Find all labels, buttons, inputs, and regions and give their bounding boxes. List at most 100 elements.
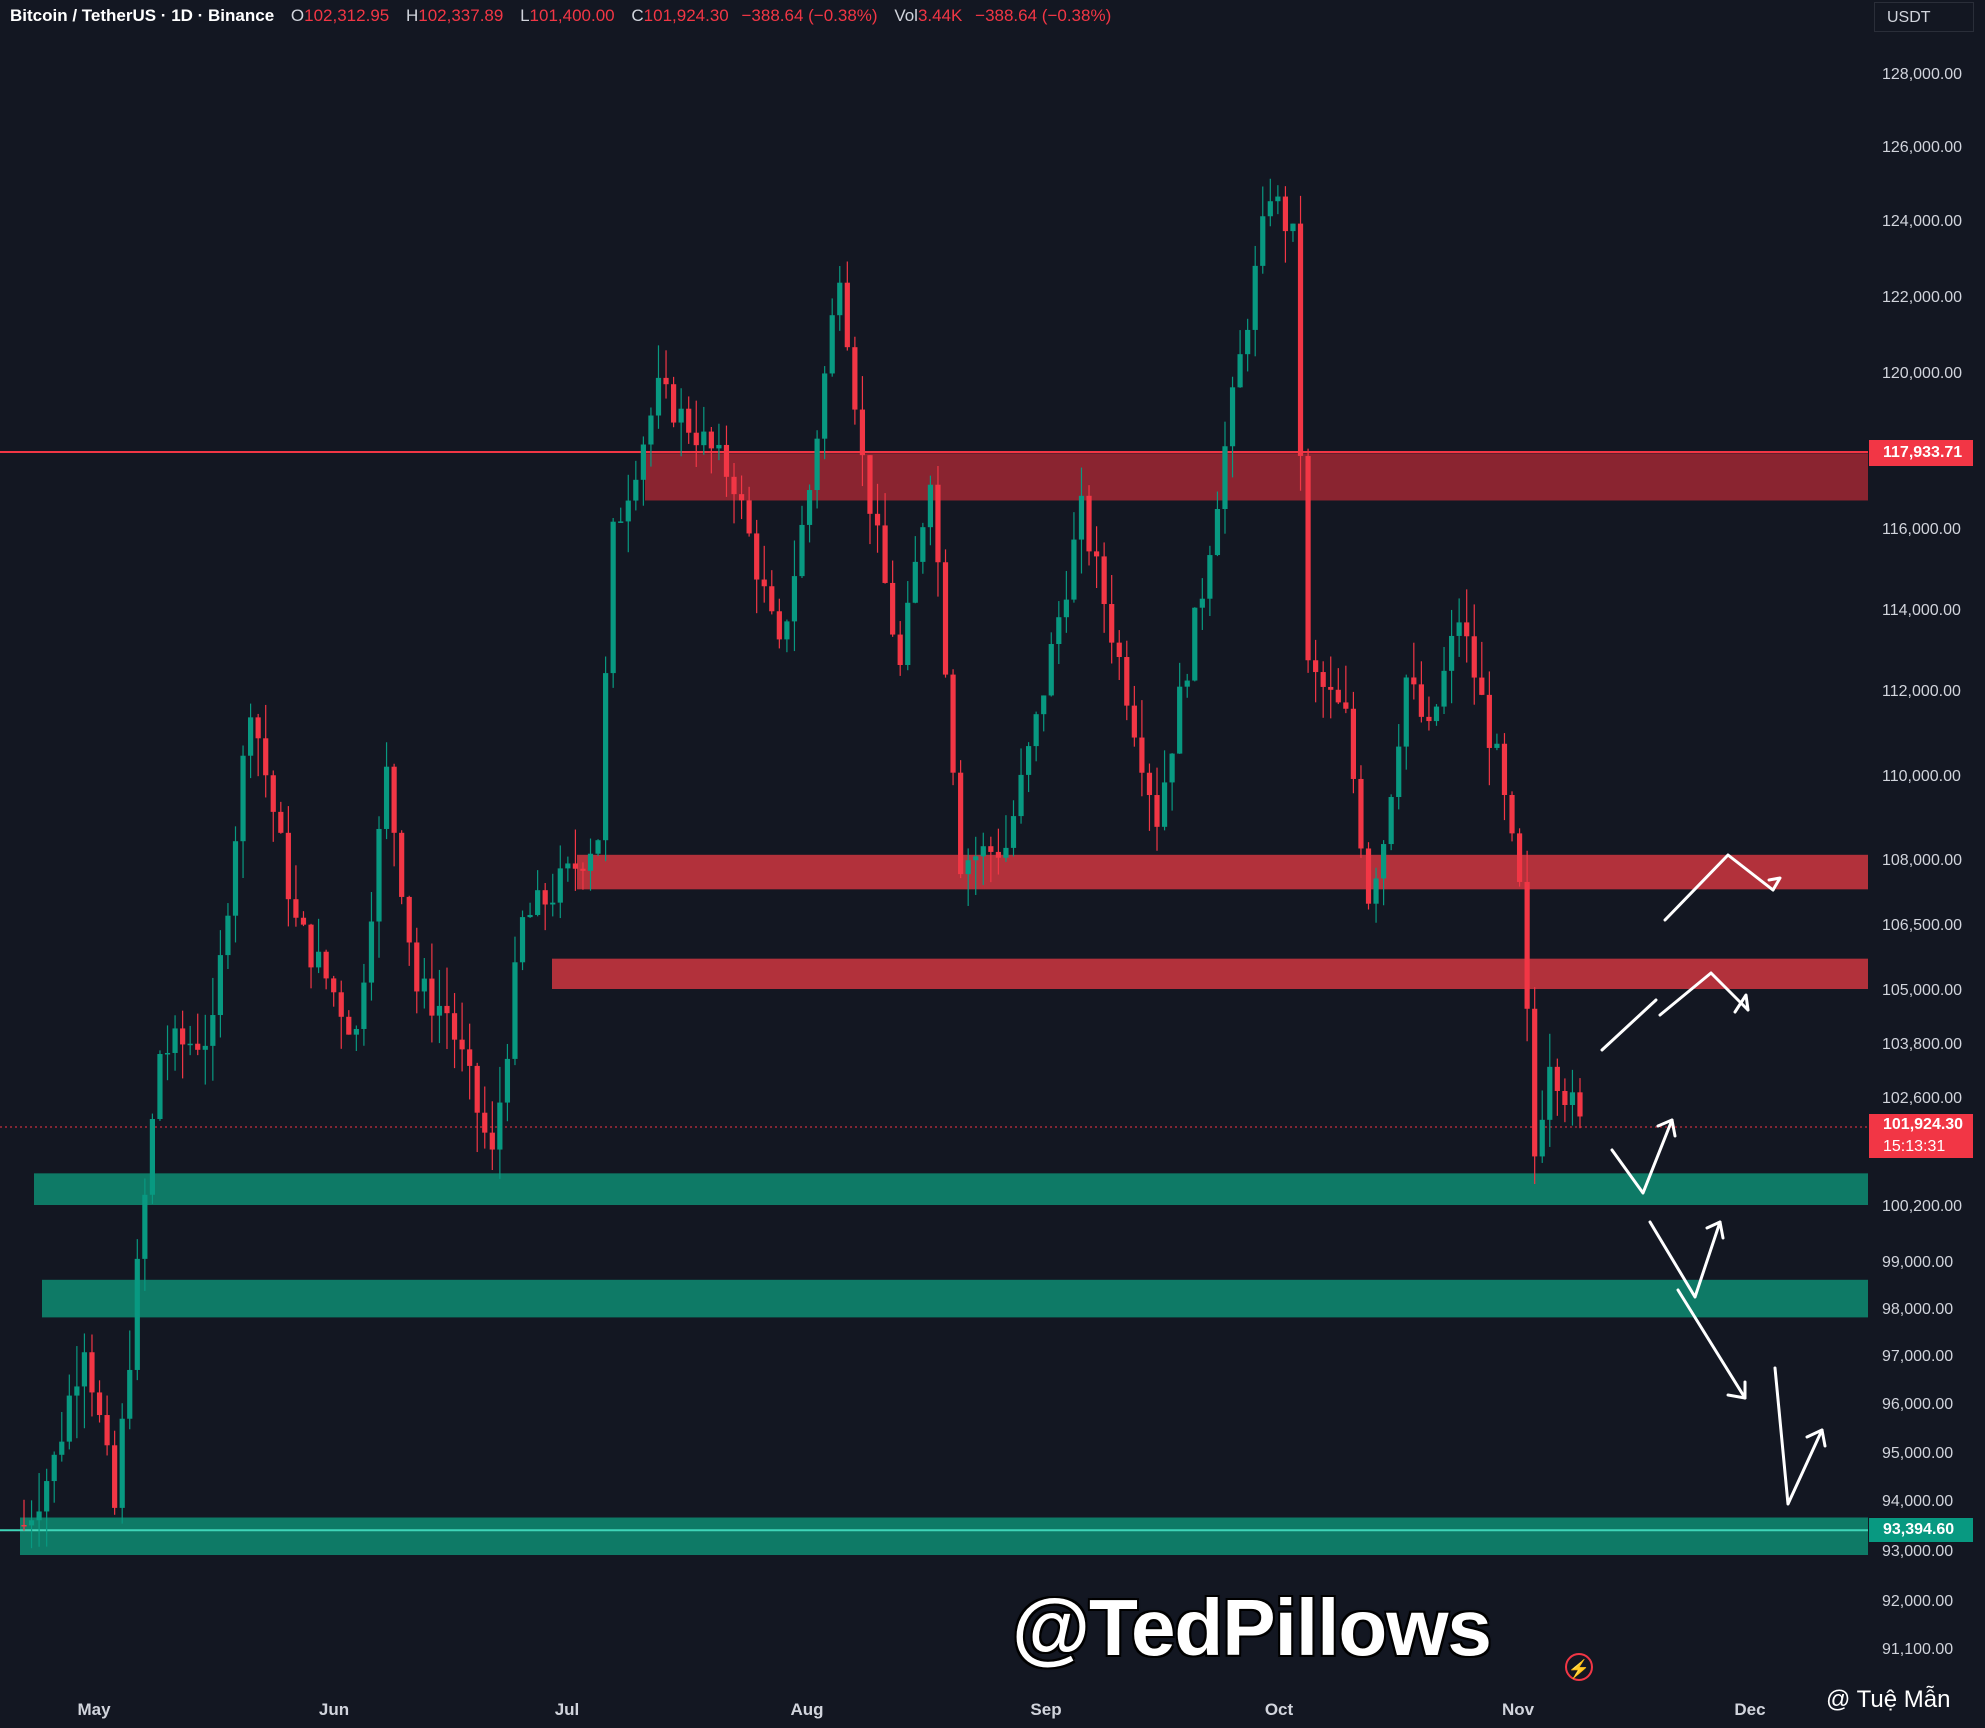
candle [1003,815,1009,862]
high-value: 102,337.89 [418,6,504,25]
candle [1418,661,1424,723]
scenario-arrow-bounce-head [1805,1428,1827,1448]
candle [1116,630,1122,680]
high-label: H [405,6,419,25]
candle [1131,685,1137,747]
candle [1252,245,1258,357]
y-tick-label: 93,000.00 [1882,1543,1953,1560]
candle [965,848,971,906]
candle [149,1113,156,1204]
candle [678,388,684,457]
watermark-text: @TedPillows [1012,1583,1492,1672]
candle [1464,589,1470,663]
candle [1539,1090,1545,1163]
candle [1313,639,1319,703]
y-tick-label: 116,000.00 [1882,521,1961,538]
candle [202,1014,208,1085]
candle [127,1330,133,1430]
candle [988,836,994,883]
open-label: O [290,6,305,25]
candle [1456,598,1462,657]
y-tick-label: 102,600.00 [1882,1090,1962,1107]
x-tick-label: Sep [1030,1700,1061,1719]
candle [1532,987,1538,1184]
candle [1335,668,1341,705]
candle [610,517,616,688]
candle [436,969,443,1044]
candle [1222,421,1228,534]
candle [1320,661,1326,718]
support-zone-6 [20,1517,1868,1555]
candle [897,621,903,676]
axis-layer: 128,000.00 126,000.00 124,000.00 122,000.00… [77,66,1962,1719]
candle [429,943,435,1043]
candle [1516,828,1523,887]
symbol-title[interactable]: Bitcoin / TetherUS · 1D · Binance [10,6,275,25]
candle [338,980,344,1049]
resistance-zone-3 [552,958,1868,989]
candle [822,366,828,460]
low-label: L [520,6,530,25]
candle [670,376,677,428]
support-zone-5 [42,1279,1868,1318]
candle [905,581,911,671]
y-tick-label: 98,000.00 [1882,1301,1953,1318]
candle [74,1346,80,1439]
projection-arrows [1600,853,1827,1506]
candle [474,1062,480,1153]
candle [1071,512,1077,603]
candle [195,1013,201,1056]
candle [942,549,949,678]
x-tick-label: Dec [1734,1700,1765,1719]
candle [655,345,662,429]
candle [912,536,918,604]
candle [1010,800,1017,857]
x-tick-label: Nov [1502,1700,1535,1719]
candle [482,1086,488,1149]
lightning-icon[interactable]: ⚡ [1565,1653,1593,1681]
candle [716,423,722,461]
y-tick-label: 92,000.00 [1882,1593,1953,1610]
candle [723,425,730,497]
candle [142,1178,148,1291]
candle [1260,186,1266,274]
candle [361,963,367,1046]
candle [837,266,843,331]
candle [1554,1058,1560,1116]
candle [958,760,964,879]
scenario-arrow-upper-head [1767,876,1782,892]
candle [927,475,934,546]
candle [859,376,866,487]
candle [701,406,707,455]
candle [1426,696,1432,731]
candle [119,1403,125,1524]
candle [1124,640,1130,721]
currency-button[interactable]: USDT [1874,2,1974,32]
current-price-label: 101,924.30 [1869,1114,1973,1136]
y-tick-label: 126,000.00 [1882,139,1962,156]
candle [738,475,745,520]
candle [489,1101,495,1171]
candle [1161,750,1168,831]
y-tick-label: 96,000.00 [1882,1396,1953,1413]
candle [225,903,231,970]
candle [519,910,526,971]
candle [1086,485,1092,566]
candle [784,619,790,653]
candle [746,486,752,537]
candle [640,436,646,506]
candle [761,545,767,603]
candle [66,1374,72,1450]
candle [1177,662,1183,754]
candle [497,1066,503,1179]
scenario-arrow-upper [1663,853,1775,922]
candle [595,839,601,857]
candle [391,763,397,867]
candle [1569,1069,1576,1126]
candle [285,806,291,927]
y-tick-label: 112,000.00 [1882,683,1961,700]
candle [51,1451,57,1503]
candle [1411,642,1417,700]
candle [1562,1078,1568,1123]
candle [829,298,835,377]
